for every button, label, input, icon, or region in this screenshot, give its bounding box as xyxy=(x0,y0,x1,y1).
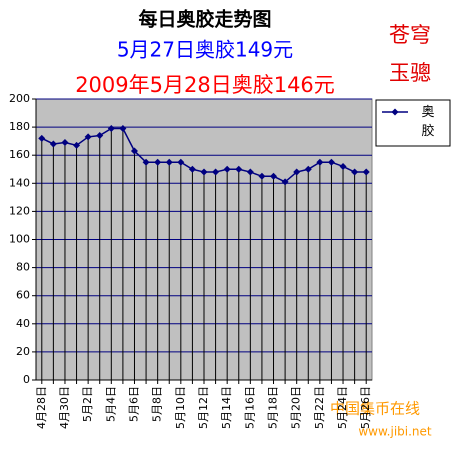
point xyxy=(119,125,127,133)
point xyxy=(316,158,324,166)
point xyxy=(84,133,92,141)
y-tick-label: 200 xyxy=(9,92,30,105)
watermark: 中国集币在线 xyxy=(330,400,420,418)
point xyxy=(258,172,266,180)
point xyxy=(38,134,46,142)
point xyxy=(200,168,208,176)
x-tick-label: 5月22日 xyxy=(313,386,326,429)
point xyxy=(61,139,69,147)
point xyxy=(281,178,289,186)
point xyxy=(339,162,347,170)
y-tick-label: 100 xyxy=(9,233,30,246)
chart-title: 每日奥胶走势图 xyxy=(138,8,271,31)
x-tick-label: 5月16日 xyxy=(243,386,256,429)
y-tick-label: 120 xyxy=(9,204,30,217)
side-text: 苍穹 xyxy=(389,23,431,47)
point xyxy=(246,168,254,176)
point xyxy=(142,158,150,166)
x-tick-label: 5月24日 xyxy=(336,386,349,429)
point xyxy=(327,158,335,166)
point xyxy=(188,165,196,173)
point xyxy=(49,140,57,148)
point xyxy=(177,158,185,166)
legend xyxy=(375,99,451,147)
y-tick-label: 20 xyxy=(16,345,30,358)
point xyxy=(107,125,115,133)
y-tick-label: 180 xyxy=(9,120,30,133)
point xyxy=(304,165,312,173)
point xyxy=(293,168,301,176)
point xyxy=(96,132,104,140)
point xyxy=(154,158,162,166)
x-tick-label: 5月6日 xyxy=(127,386,140,422)
chart-subtitle: 5月27日奥胶149元 xyxy=(117,38,293,62)
point xyxy=(362,168,370,176)
y-tick-label: 0 xyxy=(23,373,30,386)
point xyxy=(73,141,81,149)
point xyxy=(130,147,138,155)
y-tick-label: 80 xyxy=(16,261,30,274)
point xyxy=(235,165,243,173)
x-tick-label: 4月28日 xyxy=(35,386,48,429)
x-tick-label: 5月12日 xyxy=(197,386,210,429)
point xyxy=(351,168,359,176)
x-tick-label: 5月14日 xyxy=(220,386,233,429)
y-tick-label: 40 xyxy=(16,317,30,330)
side-text: 玉骢 xyxy=(389,61,431,85)
point xyxy=(223,165,231,173)
legend-label: 奥胶 xyxy=(421,105,434,139)
y-tick-label: 140 xyxy=(9,176,30,189)
x-tick-label: 5月18日 xyxy=(267,386,280,429)
chart-subtitle: 2009年5月28日奥胶146元 xyxy=(75,73,335,97)
x-tick-label: 5月20日 xyxy=(290,386,303,429)
watermark: www.jibi.net xyxy=(358,425,432,439)
x-tick-label: 5月8日 xyxy=(151,386,164,422)
y-tick-label: 160 xyxy=(9,148,30,161)
x-tick-label: 4月30日 xyxy=(58,386,71,429)
x-tick-label: 5月10日 xyxy=(174,386,187,429)
x-tick-label: 5月2日 xyxy=(81,386,94,422)
y-tick-label: 60 xyxy=(16,289,30,302)
x-tick-label: 5月26日 xyxy=(359,386,372,429)
legend-marker xyxy=(391,108,399,116)
point xyxy=(270,172,278,180)
point xyxy=(165,158,173,166)
x-tick-label: 5月4日 xyxy=(104,386,117,422)
point xyxy=(212,168,220,176)
